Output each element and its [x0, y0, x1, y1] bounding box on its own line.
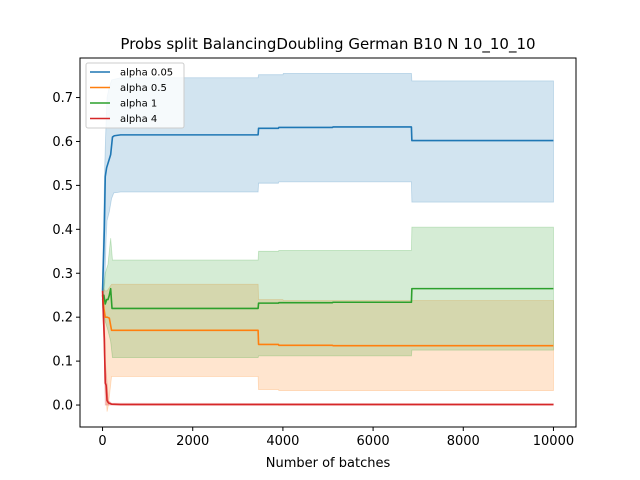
x-tick-label: 0: [98, 434, 106, 449]
series-line-alpha-4: [101, 290, 554, 406]
series-line-alpha-0-5: [101, 295, 554, 347]
y-axis: 0.0 0.1 0.2 0.3 0.4 0.5 0.6 0.7: [52, 91, 80, 414]
y-tick-label: 0.6: [52, 135, 73, 150]
x-axis: 0 2000 4000 6000 8000 10000: [98, 427, 574, 449]
y-tick-label: 0.4: [52, 223, 73, 238]
y-tick-label: 0.1: [52, 355, 73, 370]
confidence-bands: [102, 72, 554, 412]
y-tick-label: 0.5: [52, 179, 73, 194]
series-line-alpha-1: [101, 287, 554, 310]
legend: alpha 0.05 alpha 0.5 alpha 1 alpha 4: [85, 62, 185, 129]
y-tick-label: 0.0: [52, 399, 73, 414]
series-lines: [101, 126, 554, 406]
chart-title: Probs split BalancingDoubling German B10…: [120, 35, 535, 54]
x-axis-label: Number of batches: [266, 456, 391, 471]
x-tick-label: 10000: [533, 434, 574, 449]
legend-label-alpha-1: alpha 1: [120, 99, 157, 110]
x-tick-label: 4000: [266, 434, 299, 449]
legend-label-alpha-4: alpha 4: [120, 114, 157, 125]
legend-frame: [85, 62, 185, 129]
band-alpha-0-5: [102, 283, 554, 412]
legend-label-alpha-0-05: alpha 0.05: [120, 68, 173, 79]
legend-label-alpha-0-5: alpha 0.5: [120, 83, 167, 94]
y-tick-label: 0.3: [52, 267, 73, 282]
plot-frame: [79, 57, 577, 428]
y-tick-label: 0.2: [52, 311, 73, 326]
series-line-alpha-0-05: [101, 126, 554, 291]
x-tick-label: 2000: [176, 434, 209, 449]
band-alpha-1: [102, 226, 554, 358]
x-tick-label: 6000: [357, 434, 390, 449]
y-tick-label: 0.7: [52, 91, 73, 106]
x-tick-label: 8000: [447, 434, 480, 449]
